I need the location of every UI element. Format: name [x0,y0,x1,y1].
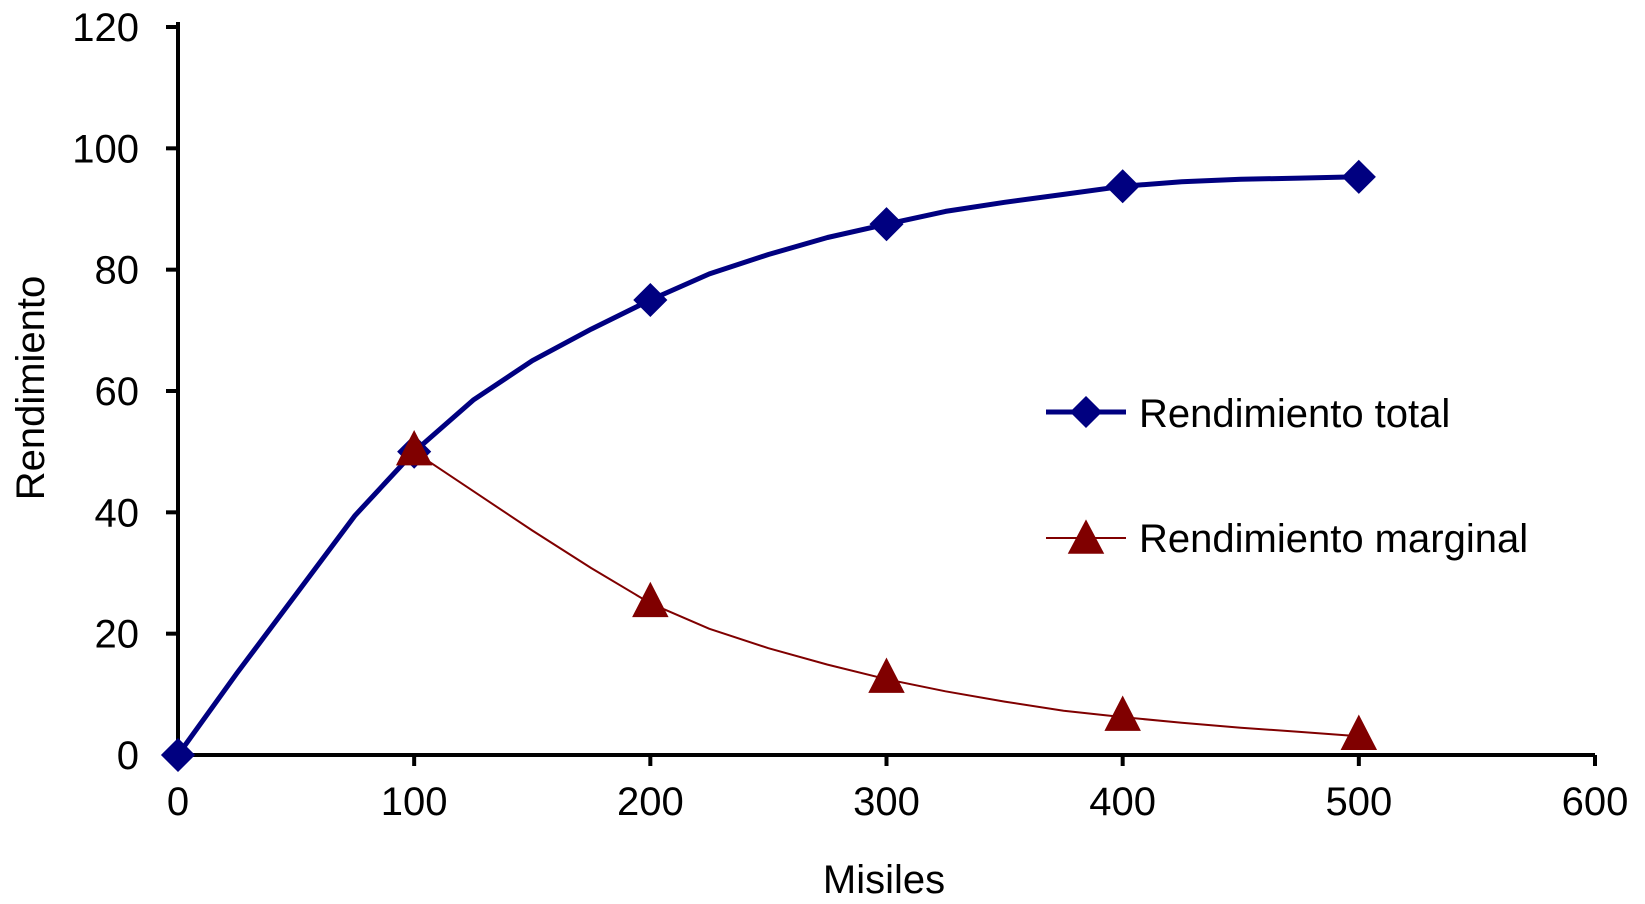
series-1-point-3 [1104,695,1141,731]
series-0-point-0 [160,737,196,773]
legend-label-total: Rendimiento total [1139,392,1450,436]
series-0-point-2 [633,282,668,318]
x-tick-label-0: 0 [167,780,189,824]
series-line-1 [413,450,1359,738]
legend-item-marginal: Rendimiento marginal [1046,517,1528,561]
series-1-point-0 [395,430,433,466]
series-layer [160,159,1378,773]
legend: Rendimiento total Rendimiento marginal [1046,392,1528,561]
y-tick-label-2: 40 [95,491,140,535]
y-tick-label-5: 100 [72,127,139,171]
series-0-point-3 [869,207,904,242]
tick-labels: 0 100 200 300 400 500 600 0 20 40 60 80 100 120 [72,6,1628,824]
y-tick-label-6: 120 [72,6,139,50]
x-tick-label-1: 100 [381,780,448,824]
y-tick-label-0: 0 [117,734,139,778]
legend-marker-triangle-icon [1067,519,1105,554]
legend-marker-diamond-icon [1069,395,1103,429]
x-axis-title: Misiles [823,858,945,902]
y-tick-label-1: 20 [95,613,140,657]
x-tick-label-5: 500 [1325,780,1392,824]
y-tick-label-3: 60 [95,370,140,414]
x-tick-label-4: 400 [1089,780,1156,824]
x-tick-label-2: 200 [617,780,684,824]
ticks [166,25,1597,766]
y-tick-label-4: 80 [95,249,140,293]
series-0-point-4 [1105,169,1140,204]
series-1-point-2 [868,657,905,693]
series-0-point-5 [1341,159,1376,194]
x-tick-label-3: 300 [853,780,920,824]
series-1-point-4 [1340,714,1378,750]
x-tick-label-6: 600 [1562,780,1629,824]
series-1-point-1 [632,581,669,618]
legend-label-marginal: Rendimiento marginal [1139,517,1528,561]
series-line-0 [175,174,1359,757]
axes [173,22,1595,759]
y-axis-title: Rendimiento [9,276,53,501]
legend-item-total: Rendimiento total [1046,392,1450,436]
